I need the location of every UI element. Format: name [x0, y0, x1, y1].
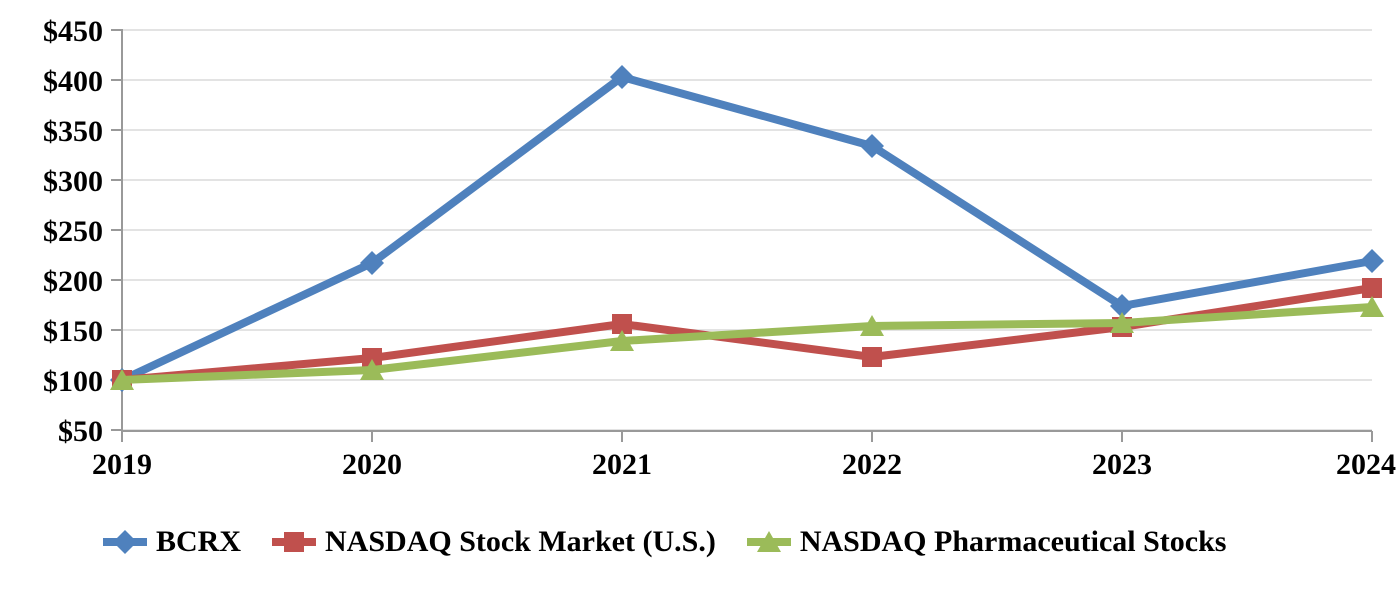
- x-axis-tick-label: 2021: [592, 448, 652, 481]
- x-axis-tick-label: 2020: [342, 448, 402, 481]
- x-axis-tick-label: 2022: [842, 448, 902, 481]
- y-axis-tick-label: $400: [43, 65, 103, 98]
- legend: BCRX NASDAQ Stock Market (U.S.) NASDAQ Pha…: [103, 524, 1226, 560]
- legend-label: BCRX: [156, 525, 242, 558]
- marker-nasdaq-stock-market-u-s-2021: [612, 314, 632, 334]
- series-line-nasdaq-pharmaceutical-stocks: [118, 303, 1376, 384]
- legend-triangle-marker-icon: [746, 531, 791, 552]
- x-axis-tick-label: 2019: [92, 448, 152, 481]
- marker-nasdaq-stock-market-u-s-2020: [362, 348, 382, 368]
- marker-bcrx-2023: [1110, 294, 1134, 318]
- legend-label: NASDAQ Pharmaceutical Stocks: [799, 525, 1227, 558]
- plot-area: $50 $100 $150 $200 $250 $300 $350 $400 $450 2019 2…: [43, 15, 1396, 481]
- marker-bcrx-2024: [1360, 249, 1384, 273]
- legend-square-marker-icon: [272, 532, 317, 552]
- y-axis-tick-label: $250: [43, 215, 103, 248]
- marker-bcrx-2021: [610, 65, 634, 89]
- marker-nasdaq-pharmaceutical-stocks-2023: [1110, 312, 1134, 333]
- legend-item-nasdaq-stock-market-u-s: NASDAQ Stock Market (U.S.): [272, 524, 716, 560]
- y-axis-tick-label: $100: [43, 365, 103, 398]
- x-axis-tick-label: 2024: [1336, 448, 1396, 481]
- y-axis-tick-label: $200: [43, 265, 103, 298]
- marker-nasdaq-pharmaceutical-stocks-2022: [860, 315, 884, 336]
- marker-nasdaq-pharmaceutical-stocks-2019: [110, 369, 134, 390]
- legend-item-bcrx: BCRX: [103, 524, 241, 560]
- y-axis-tick-label: $300: [43, 165, 103, 198]
- y-axis-tick-label: $150: [43, 315, 103, 348]
- marker-nasdaq-stock-market-u-s-2024: [1362, 278, 1382, 298]
- y-axis-tick-label: $50: [58, 415, 103, 448]
- legend-label: NASDAQ Stock Market (U.S.): [325, 525, 716, 558]
- marker-nasdaq-pharmaceutical-stocks-2020: [360, 359, 384, 380]
- legend-marker-glyph: [113, 530, 137, 554]
- legend-item-nasdaq-pharmaceutical-stocks: NASDAQ Pharmaceutical Stocks: [746, 524, 1227, 560]
- y-axis-tick-label: $350: [43, 115, 103, 148]
- y-axis-tick-label: $450: [43, 15, 103, 48]
- marker-bcrx-2022: [860, 134, 884, 158]
- marker-nasdaq-pharmaceutical-stocks-2021: [610, 330, 634, 351]
- series-line-bcrx: [118, 73, 1376, 384]
- legend-diamond-marker-icon: [103, 530, 147, 554]
- marker-nasdaq-stock-market-u-s-2022: [862, 347, 882, 367]
- marker-bcrx-2020: [360, 251, 384, 275]
- legend-marker-glyph: [284, 532, 305, 552]
- marker-nasdaq-pharmaceutical-stocks-2024: [1360, 296, 1384, 317]
- x-axis-tick-label: 2023: [1092, 448, 1152, 481]
- legend-marker-glyph: [756, 531, 781, 552]
